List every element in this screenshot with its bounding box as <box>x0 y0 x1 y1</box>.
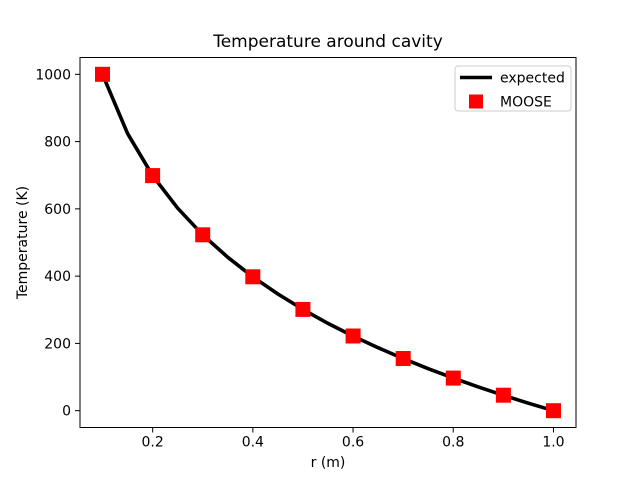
series-MOOSE-data-point <box>295 301 311 317</box>
series-MOOSE-data-point <box>245 269 261 285</box>
y-tick-label: 200 <box>44 336 71 352</box>
series-MOOSE-data-point <box>395 351 411 366</box>
series-MOOSE-data-point <box>495 387 511 403</box>
chart-title: Temperature around cavity <box>212 32 443 52</box>
x-tick-label: 1.0 <box>542 435 564 451</box>
x-tick-label: 0.6 <box>342 435 364 451</box>
legend-label-MOOSE: MOOSE <box>500 95 552 111</box>
x-tick-label: 0.8 <box>442 435 464 451</box>
series-expected-line <box>100 72 556 413</box>
y-axis-label: Temperature (K) <box>15 186 31 300</box>
series-MOOSE-data-point <box>345 328 361 344</box>
y-tick-label: 600 <box>44 202 71 218</box>
series-MOOSE-data-point <box>546 403 561 419</box>
series-MOOSE-data-point <box>95 66 110 82</box>
y-tick-label: 0 <box>62 404 71 420</box>
legend-label-expected: expected <box>500 71 565 87</box>
series-MOOSE-data-point <box>195 227 211 243</box>
y-tick-label: 1000 <box>35 67 71 83</box>
y-tick-label: 800 <box>44 135 71 151</box>
x-tick-label: 0.2 <box>142 435 164 451</box>
series-MOOSE-data-point <box>145 168 161 184</box>
x-axis-label: r (m) <box>311 455 346 471</box>
x-tick-label: 0.4 <box>242 435 264 451</box>
y-tick-label: 400 <box>44 269 71 285</box>
plot-border <box>79 57 577 428</box>
legend-marker-sample <box>469 94 483 109</box>
series-MOOSE-data-point <box>445 370 461 386</box>
